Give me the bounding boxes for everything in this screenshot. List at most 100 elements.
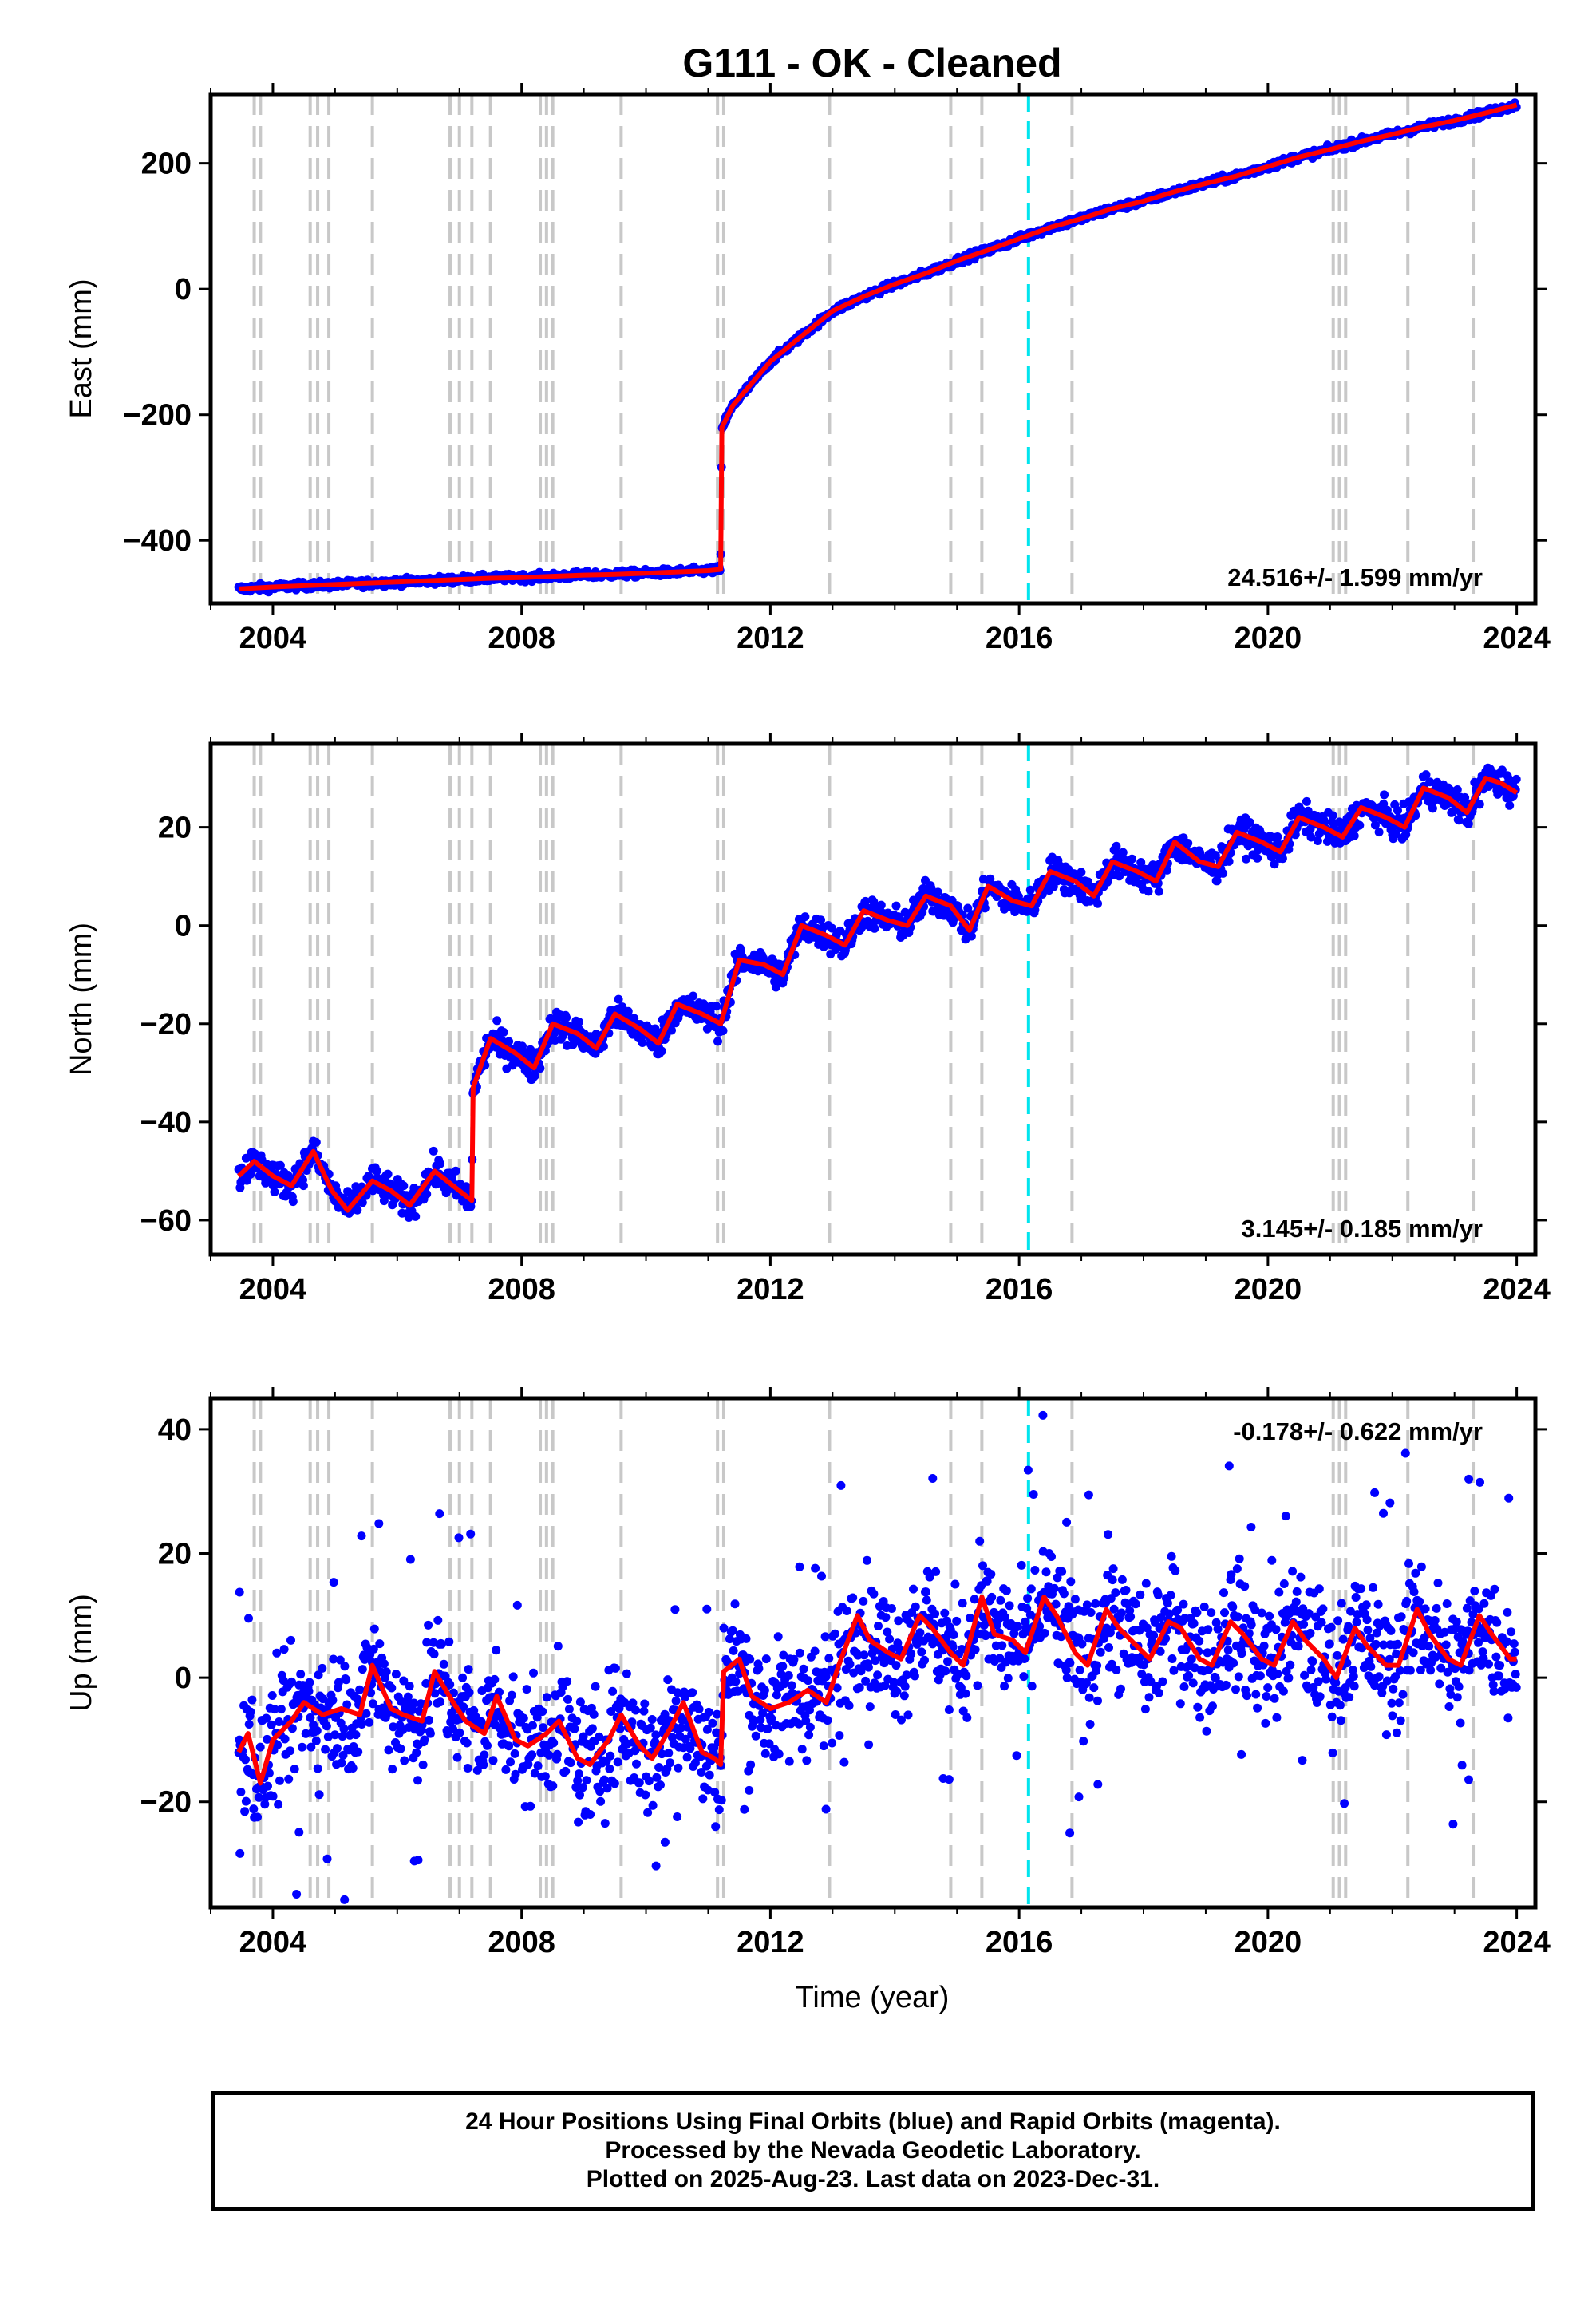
observation-points [234,98,1521,597]
data-point [437,1639,446,1649]
data-point [510,1749,519,1758]
data-point [1421,770,1431,780]
data-point [311,1137,321,1147]
data-point [530,1769,539,1778]
data-point [961,1689,970,1698]
data-point [563,1677,572,1686]
panel-1: 2004 2008 2012 2016 2020 2024−400−2000200East… [65,83,1551,655]
data-point [881,1613,891,1622]
data-point [504,1741,514,1751]
y-tick-label: −200 [123,399,192,433]
data-point [685,1744,695,1753]
data-point [544,1750,554,1760]
data-point [504,1037,514,1046]
data-point [1003,1674,1013,1683]
data-point [1154,1688,1163,1697]
data-point [579,1732,588,1741]
data-point [804,1676,813,1686]
data-point [337,1758,346,1768]
data-point [358,1198,367,1207]
data-point [1349,831,1359,840]
data-point [552,1749,562,1759]
data-point [887,1604,896,1613]
data-point [273,1741,282,1749]
y-tick-label: −400 [123,524,192,558]
data-point [253,1812,262,1822]
data-point [448,1724,457,1733]
data-point [1077,1639,1087,1649]
data-point [1118,848,1128,857]
data-point [711,1822,721,1832]
data-point [730,1599,740,1609]
data-point [575,1697,585,1707]
data-point [899,1691,909,1701]
data-point [526,1045,535,1054]
data-point [1355,820,1365,830]
data-point [1221,1680,1231,1690]
figure-title: G111 - OK - Cleaned [682,41,1061,85]
data-point [970,1595,979,1604]
data-point [900,907,910,917]
data-point [301,1729,310,1738]
data-point [767,1713,776,1723]
data-point [1454,816,1464,825]
data-point [1075,1666,1084,1675]
observation-points [234,763,1521,1222]
data-point [354,1747,363,1757]
data-point [702,1725,712,1734]
data-point [1164,1609,1174,1618]
data-point [1070,1595,1080,1604]
data-point [1370,820,1380,830]
data-point [1183,839,1193,848]
data-point [236,1788,246,1796]
data-point [674,1763,683,1773]
data-point [664,1749,674,1757]
data-point [463,1764,472,1773]
data-point [1066,1577,1076,1587]
data-point [362,1642,372,1652]
data-point [764,1739,774,1749]
data-point [575,1790,584,1800]
data-point [634,1778,644,1788]
data-point [1126,1612,1136,1622]
data-point [962,1713,972,1722]
data-point [1189,1618,1199,1628]
data-point [535,1064,545,1073]
data-point [1173,1605,1183,1614]
data-point [458,1673,468,1682]
data-point [1166,1591,1175,1600]
data-point [930,1609,940,1618]
data-point [522,1685,531,1694]
data-point [539,1723,548,1733]
data-point [656,1780,665,1790]
data-point [647,1715,657,1724]
data-point [891,1661,901,1670]
data-point [1030,1566,1040,1575]
data-point [1112,841,1121,851]
data-point [631,1705,641,1715]
data-point [842,1607,851,1615]
velocity-label: 24.516+/- 1.599 mm/yr [1227,563,1483,591]
data-point [714,1805,724,1815]
x-tick-label: 2016 [986,622,1053,655]
data-point [318,1694,328,1704]
data-point [357,1720,366,1729]
data-point [1005,1601,1014,1611]
data-point [710,1788,720,1797]
y-tick-label: 0 [175,273,192,306]
data-point [1104,1643,1113,1652]
data-point [863,1555,871,1565]
data-point [366,1688,376,1697]
data-point [804,1730,814,1740]
data-point [479,1760,488,1769]
data-point [1374,828,1384,837]
data-point [1017,1560,1026,1570]
data-point [906,1619,915,1628]
data-point [1195,1636,1204,1646]
data-point [530,1071,539,1081]
data-point [334,1678,343,1687]
data-point [1079,1737,1088,1746]
data-point [1131,1599,1140,1609]
data-point [246,1169,255,1179]
data-point [1020,1654,1029,1663]
